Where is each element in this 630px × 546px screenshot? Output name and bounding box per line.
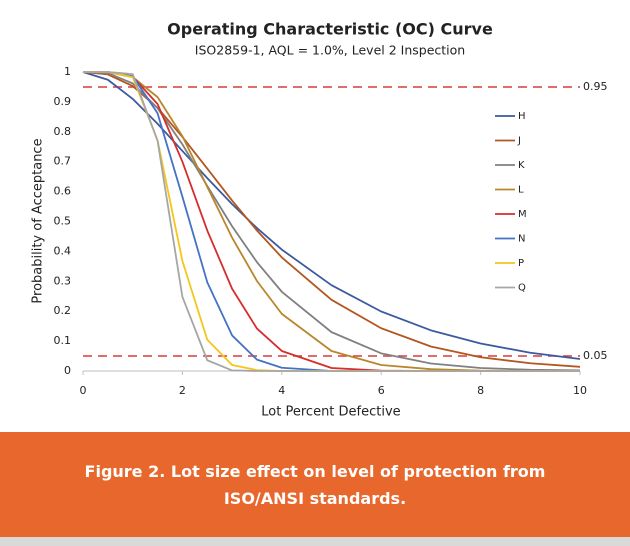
- footer-strip: [0, 537, 630, 546]
- x-tick-label: 4: [278, 384, 285, 397]
- legend-label: K: [518, 160, 525, 171]
- x-tick-label: 8: [477, 384, 484, 397]
- y-tick-label: 0.5: [54, 215, 72, 228]
- legend-label: P: [518, 258, 524, 269]
- y-tick-label: 1: [64, 65, 71, 78]
- x-axis-label: Lot Percent Defective: [261, 405, 400, 420]
- caption-box: Figure 2. Lot size effect on level of pr…: [0, 432, 630, 537]
- y-tick-label: 0.7: [54, 155, 72, 168]
- y-tick-label: 0.4: [54, 244, 72, 257]
- x-tick-label: 10: [573, 384, 587, 397]
- y-tick-label: 0.3: [54, 274, 72, 287]
- y-tick-label: 0.8: [54, 125, 72, 138]
- y-tick-label: 0: [64, 364, 71, 377]
- reference-label: 0.95: [583, 80, 608, 93]
- legend-label: N: [518, 234, 525, 245]
- y-tick-label: 0.9: [54, 95, 72, 108]
- y-tick-label: 0.6: [54, 185, 72, 198]
- y-axis-label: Probability of Acceptance: [31, 138, 46, 303]
- oc-curve: [82, 71, 581, 368]
- x-tick-label: 6: [378, 384, 385, 397]
- y-tick-label: 0.1: [54, 334, 72, 347]
- y-tick-label: 0.2: [54, 304, 72, 317]
- legend-label: Q: [518, 283, 526, 294]
- x-tick-label: 0: [80, 384, 87, 397]
- legend-label: M: [518, 209, 527, 220]
- legend-label: L: [518, 185, 524, 196]
- oc-curve: [82, 71, 581, 372]
- caption: Figure 2. Lot size effect on level of pr…: [84, 461, 546, 508]
- legend-label: H: [518, 111, 526, 122]
- chart-title: Operating Characteristic (OC) Curve: [167, 20, 493, 39]
- oc-curve: [83, 71, 580, 372]
- legend-label: J: [517, 136, 521, 147]
- reference-label: 0.05: [583, 349, 608, 362]
- chart: Operating Characteristic (OC) Curve ISO2…: [31, 20, 608, 420]
- chart-subtitle: ISO2859-1, AQL = 1.0%, Level 2 Inspectio…: [195, 43, 465, 58]
- x-tick-label: 2: [179, 384, 186, 397]
- oc-curve: [82, 71, 581, 360]
